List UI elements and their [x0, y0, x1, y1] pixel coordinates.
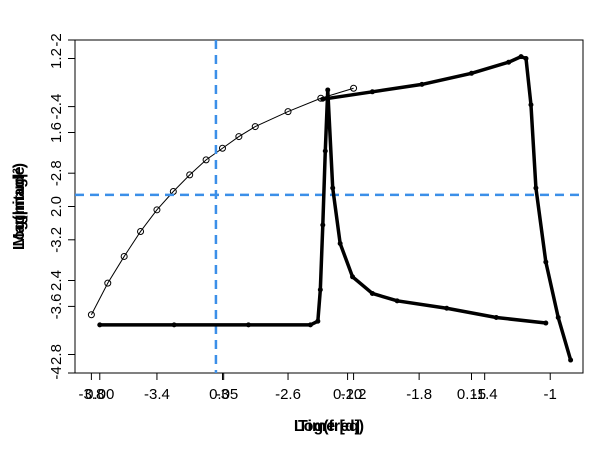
- y-axis-label: Magnitude: [11, 166, 28, 246]
- data-point: [245, 322, 251, 328]
- data-point: [493, 315, 499, 320]
- y-tick-label: -3.2: [48, 227, 65, 253]
- data-point: [568, 357, 574, 363]
- data-point: [325, 87, 331, 93]
- y-tick-label: -4: [48, 366, 65, 379]
- data-point: [315, 318, 321, 324]
- x-tick-label: -3: [216, 386, 229, 403]
- x-tick-label: 0.10: [333, 386, 362, 403]
- y-tick-label: 2.0: [48, 196, 65, 217]
- data-point: [330, 185, 336, 191]
- data-point: [394, 298, 400, 304]
- data-point: [350, 274, 356, 280]
- data-point: [528, 102, 534, 108]
- y-tick-label: 1.2: [48, 48, 65, 69]
- x-tick-label: -2.6: [275, 386, 301, 403]
- x-tick-label: -1: [544, 386, 557, 403]
- data-point: [320, 222, 326, 228]
- x-tick-label: -1.4: [472, 386, 498, 403]
- data-point: [543, 259, 549, 265]
- data-point: [523, 56, 529, 61]
- y-tick-label: 2.4: [48, 270, 65, 291]
- data-point: [284, 108, 292, 116]
- y-tick-label: -2: [48, 33, 65, 46]
- data-point: [369, 89, 375, 95]
- x-tick-label: 0.00: [85, 386, 114, 403]
- x-tick-label: -2.2: [341, 386, 367, 403]
- data-point: [186, 171, 194, 179]
- y-tick-label: 1.6: [48, 122, 65, 143]
- y-axis-label: Log(|mag|²): [11, 163, 28, 250]
- data-point: [518, 54, 524, 60]
- x-tick-label: -1.8: [406, 386, 432, 403]
- x-tick-label: 0.15: [457, 386, 486, 403]
- data-line: [90, 87, 354, 315]
- data-point: [444, 305, 450, 311]
- y-tick-label: 2.8: [48, 344, 65, 365]
- x-tick-label: -3.8: [78, 386, 104, 403]
- data-point: [322, 148, 328, 154]
- data-point: [533, 185, 539, 191]
- data-point: [171, 322, 177, 328]
- data-point: [317, 287, 323, 293]
- data-point: [419, 81, 425, 87]
- data-point: [506, 59, 512, 65]
- data-point: [104, 279, 112, 287]
- data-point: [337, 241, 343, 246]
- data-point: [468, 70, 474, 76]
- data-point: [251, 123, 259, 131]
- data-point: [153, 206, 161, 214]
- data-point: [202, 156, 210, 164]
- data-point: [555, 315, 561, 320]
- data-point: [320, 96, 326, 102]
- x-tick-label: 0.05: [209, 386, 238, 403]
- data-point: [369, 290, 375, 296]
- data-point: [97, 322, 103, 328]
- data-point: [307, 322, 313, 328]
- data-point: [87, 311, 95, 319]
- data-line: [322, 54, 573, 361]
- data-point: [350, 84, 358, 92]
- x-axis-label: Log(freq): [294, 418, 364, 435]
- y-tick-label: -2.4: [48, 94, 65, 120]
- data-point: [543, 320, 549, 326]
- x-tick-label: -3.4: [144, 386, 170, 403]
- y-tick-label: -3.6: [48, 293, 65, 319]
- y-tick-label: -2.8: [48, 160, 65, 186]
- data-point: [218, 144, 226, 152]
- data-point: [120, 252, 128, 260]
- data-point: [137, 227, 145, 235]
- x-axis-label: Time [d]: [298, 418, 360, 435]
- data-point: [235, 133, 243, 141]
